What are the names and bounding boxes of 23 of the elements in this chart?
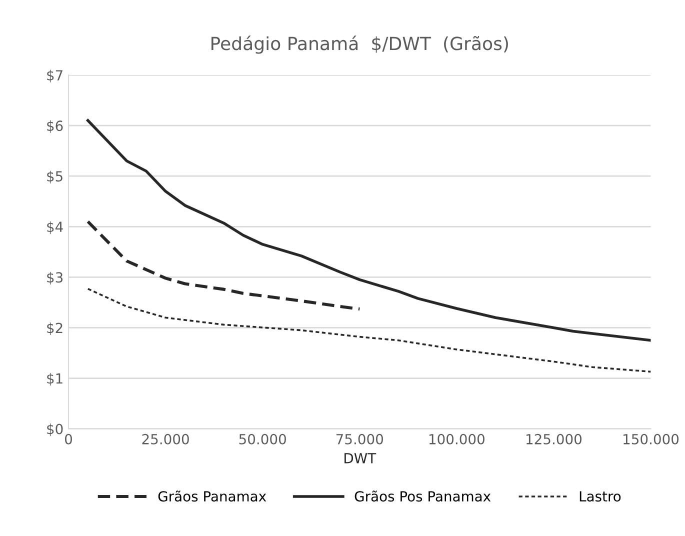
legend-label: Grãos Pos Panamax <box>354 490 491 502</box>
line-series <box>86 220 362 311</box>
x-axis-title: DWT <box>344 453 376 464</box>
y-tick-label: $2 <box>47 322 62 336</box>
x-tick-label: 125.000 <box>526 434 582 444</box>
x-tick-label: 75.000 <box>336 434 383 444</box>
x-tick-label: 50.000 <box>239 434 286 444</box>
legend-label: Grãos Panamax <box>158 490 266 502</box>
line-series <box>86 119 651 342</box>
y-tick-label: $5 <box>47 170 62 184</box>
x-tick-label: 150.000 <box>624 434 679 444</box>
y-tick-label: $0 <box>47 424 63 436</box>
line-series <box>87 288 651 373</box>
y-tick-label: $1 <box>47 372 62 386</box>
chart-title: Pedágio Panamá $/DWT (Grãos) <box>212 36 508 54</box>
legend-label: Lastro <box>580 491 621 502</box>
y-tick-label: $6 <box>47 120 63 133</box>
x-tick-label: 0 <box>64 434 72 444</box>
y-tick-label: $3 <box>47 272 63 285</box>
y-tick-label: $7 <box>47 70 62 82</box>
x-tick-label: 100.000 <box>429 434 484 444</box>
y-tick-label: $4 <box>47 221 63 234</box>
x-tick-label: 25.000 <box>142 434 189 444</box>
